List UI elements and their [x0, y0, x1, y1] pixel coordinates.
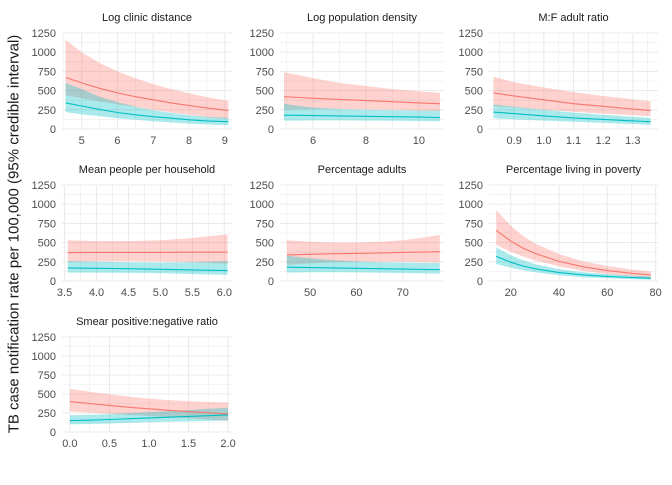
y-tick-label: 250: [38, 105, 56, 117]
x-tick-label: 1.5: [181, 438, 196, 450]
y-tick-label: 250: [465, 105, 483, 117]
x-tick-label: 6: [114, 135, 120, 147]
panel-title: Percentage adults: [318, 164, 407, 176]
y-tick-label: 1000: [32, 199, 56, 211]
panel-title: Mean people per household: [79, 164, 215, 176]
x-tick-label: 1.3: [625, 135, 640, 147]
x-tick-label: 4.5: [121, 287, 136, 299]
y-tick-label: 0: [50, 124, 56, 136]
y-tick-label: 250: [38, 257, 56, 269]
ci-ribbon-red: [68, 234, 228, 264]
y-tick-label: 750: [256, 218, 274, 230]
panel-4: Mean people per household 0 250 500 750 1000 1…: [32, 164, 232, 299]
x-tick-label: 1.2: [596, 135, 611, 147]
panel-title: Log clinic distance: [102, 12, 192, 24]
x-tick-label: 6: [310, 135, 316, 147]
y-tick-label: 1000: [250, 47, 274, 59]
y-tick-label: 1250: [32, 180, 56, 192]
x-tick-label: 10: [413, 135, 425, 147]
y-tick-label: 500: [38, 389, 56, 401]
y-tick-label: 1250: [250, 180, 274, 192]
y-tick-label: 250: [256, 257, 274, 269]
y-axis-label: TB case notification rate per 100,000 (9…: [6, 35, 23, 434]
y-tick-label: 0: [268, 124, 274, 136]
panel-title: Log population density: [307, 12, 418, 24]
y-tick-label: 1000: [459, 199, 483, 211]
x-tick-label: 80: [649, 287, 661, 299]
y-tick-label: 0: [50, 427, 56, 439]
x-tick-label: 3.5: [57, 287, 72, 299]
y-tick-label: 1000: [32, 47, 56, 59]
y-tick-label: 750: [256, 66, 274, 78]
panel-1: Log clinic distance 0 250 500 750 1000 1250 5 6 7…: [32, 12, 232, 147]
y-tick-label: 0: [477, 276, 483, 288]
x-tick-label: 9: [222, 135, 228, 147]
y-tick-label: 0: [268, 276, 274, 288]
y-tick-label: 250: [38, 408, 56, 420]
y-tick-label: 500: [38, 238, 56, 250]
x-tick-label: 6.0: [217, 287, 232, 299]
y-tick-label: 250: [256, 105, 274, 117]
y-tick-label: 1250: [250, 28, 274, 40]
x-tick-label: 1.0: [536, 135, 551, 147]
panel-3: M:F adult ratio 0 250 500 750 1000 1250 0.9 1.0 1…: [459, 12, 658, 147]
x-tick-label: 0.0: [62, 438, 77, 450]
panel-5: Percentage adults 0 250 500 750 1000 1250 50 60 7…: [250, 164, 444, 299]
y-tick-label: 500: [465, 86, 483, 98]
x-tick-label: 8: [363, 135, 369, 147]
y-tick-label: 750: [465, 218, 483, 230]
y-tick-label: 500: [256, 86, 274, 98]
x-tick-label: 8: [186, 135, 192, 147]
x-tick-label: 60: [601, 287, 613, 299]
x-tick-label: 5.5: [185, 287, 200, 299]
y-tick-label: 500: [38, 86, 56, 98]
y-tick-label: 1250: [459, 28, 483, 40]
x-tick-label: 60: [350, 287, 362, 299]
y-tick-label: 750: [38, 66, 56, 78]
panel-2: Log population density 0 250 500 750 1000 1250…: [250, 12, 444, 147]
panel-title: M:F adult ratio: [538, 12, 608, 24]
x-tick-label: 70: [397, 287, 409, 299]
panel-title: Percentage living in poverty: [506, 164, 642, 176]
panel-7: Smear positive:negative ratio 0 250 500 750 1…: [32, 316, 236, 450]
y-tick-label: 1000: [459, 47, 483, 59]
x-tick-label: 1.0: [141, 438, 156, 450]
x-tick-label: 7: [150, 135, 156, 147]
x-tick-label: 0.5: [102, 438, 117, 450]
panel-6: Percentage living in poverty 0 250 500 750 10…: [459, 164, 662, 299]
y-tick-label: 500: [465, 238, 483, 250]
ci-ribbon-red: [284, 72, 440, 111]
x-tick-label: 0.9: [507, 135, 522, 147]
y-tick-label: 750: [465, 66, 483, 78]
y-tick-label: 500: [256, 238, 274, 250]
panel-title: Smear positive:negative ratio: [76, 316, 218, 328]
x-tick-label: 40: [553, 287, 565, 299]
y-tick-label: 1250: [459, 180, 483, 192]
x-tick-label: 1.1: [566, 135, 581, 147]
y-tick-label: 1000: [250, 199, 274, 211]
y-tick-label: 0: [50, 276, 56, 288]
y-tick-label: 1250: [32, 332, 56, 344]
x-tick-label: 4.0: [89, 287, 104, 299]
x-tick-label: 5: [79, 135, 85, 147]
x-tick-label: 50: [304, 287, 316, 299]
y-tick-label: 1000: [32, 351, 56, 363]
y-tick-label: 1250: [32, 28, 56, 40]
y-tick-label: 750: [38, 218, 56, 230]
x-tick-label: 20: [505, 287, 517, 299]
x-tick-label: 2.0: [220, 438, 235, 450]
x-tick-label: 5.0: [153, 287, 168, 299]
y-tick-label: 0: [477, 124, 483, 136]
y-tick-label: 250: [465, 257, 483, 269]
y-tick-label: 750: [38, 370, 56, 382]
